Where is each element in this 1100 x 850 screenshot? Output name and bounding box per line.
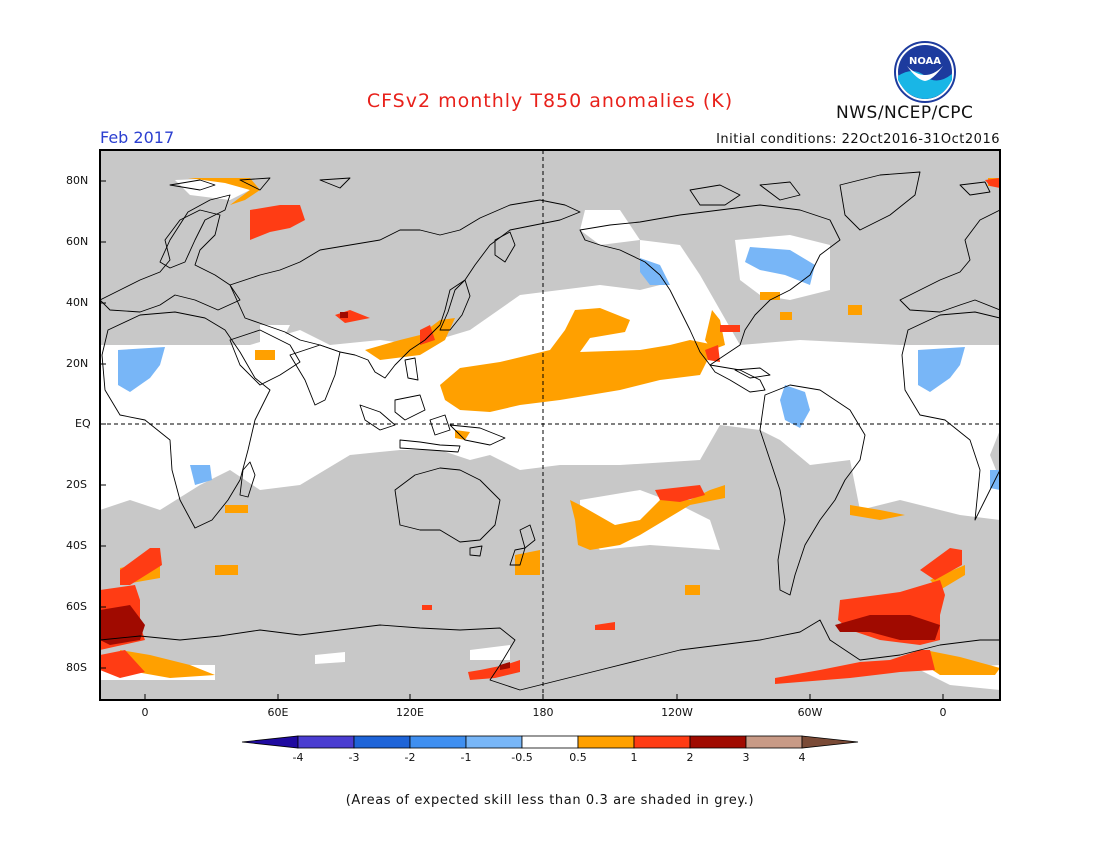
lon-label: 0 bbox=[939, 706, 947, 719]
colorbar-tick-label: -3 bbox=[348, 751, 360, 764]
orange-regions bbox=[120, 178, 1000, 678]
colorbar-tick-label: -4 bbox=[292, 751, 304, 764]
dark-red-regions bbox=[100, 312, 940, 670]
skill-footnote: (Areas of expected skill less than 0.3 a… bbox=[345, 793, 755, 808]
lat-label: 20S bbox=[66, 478, 87, 491]
colorbar-segment bbox=[801, 735, 859, 749]
lat-label: 80S bbox=[66, 661, 87, 674]
noaa-logo: NOAA bbox=[894, 41, 956, 103]
colorbar-segment bbox=[689, 735, 747, 749]
colorbar-segment bbox=[241, 735, 299, 749]
logo-text: NOAA bbox=[909, 56, 941, 67]
colorbar-tick-label: 0.5 bbox=[569, 751, 587, 764]
lat-label: 40S bbox=[66, 539, 87, 552]
lon-label: 180 bbox=[532, 706, 554, 719]
colorbar-segment bbox=[465, 735, 523, 749]
colorbar-tick-label: -1 bbox=[460, 751, 472, 764]
colorbar-tick-label: -0.5 bbox=[511, 751, 533, 764]
colorbar-tick-label: 4 bbox=[798, 751, 806, 764]
coastlines bbox=[100, 171, 1000, 691]
map-frame bbox=[99, 149, 1001, 701]
agency-label: NWS/NCEP/CPC bbox=[836, 103, 974, 123]
colorbar-segment bbox=[745, 735, 803, 749]
colorbar-segment bbox=[521, 735, 579, 749]
colorbar-segment bbox=[577, 735, 635, 749]
lon-label: 0 bbox=[141, 706, 149, 719]
colorbar-segment bbox=[633, 735, 691, 749]
lon-label: 120W bbox=[661, 706, 693, 719]
colorbar-tick-label: 3 bbox=[742, 751, 750, 764]
colorbar-tick-label: 2 bbox=[686, 751, 694, 764]
colorbar-tick-label: 1 bbox=[630, 751, 638, 764]
lat-label: EQ bbox=[75, 417, 91, 430]
axis-ticks bbox=[100, 180, 944, 700]
colorbar-segment bbox=[353, 735, 411, 749]
initial-conditions: Initial conditions: 22Oct2016-31Oct2016 bbox=[716, 132, 1000, 147]
lat-label: 40N bbox=[66, 296, 89, 309]
forecast-month: Feb 2017 bbox=[100, 128, 175, 147]
colorbar-tick-label: -2 bbox=[404, 751, 416, 764]
colorbar bbox=[241, 735, 859, 749]
colorbar-segment bbox=[409, 735, 467, 749]
lon-label: 60E bbox=[267, 706, 289, 719]
lat-label: 60N bbox=[66, 235, 89, 248]
lat-label: 80N bbox=[66, 174, 89, 187]
colorbar-segment bbox=[297, 735, 355, 749]
lon-label: 60W bbox=[797, 706, 823, 719]
lat-label: 60S bbox=[66, 600, 87, 613]
lon-label: 120E bbox=[396, 706, 424, 719]
lat-label: 20N bbox=[66, 357, 89, 370]
chart-title: CFSv2 monthly T850 anomalies (K) bbox=[366, 90, 734, 112]
